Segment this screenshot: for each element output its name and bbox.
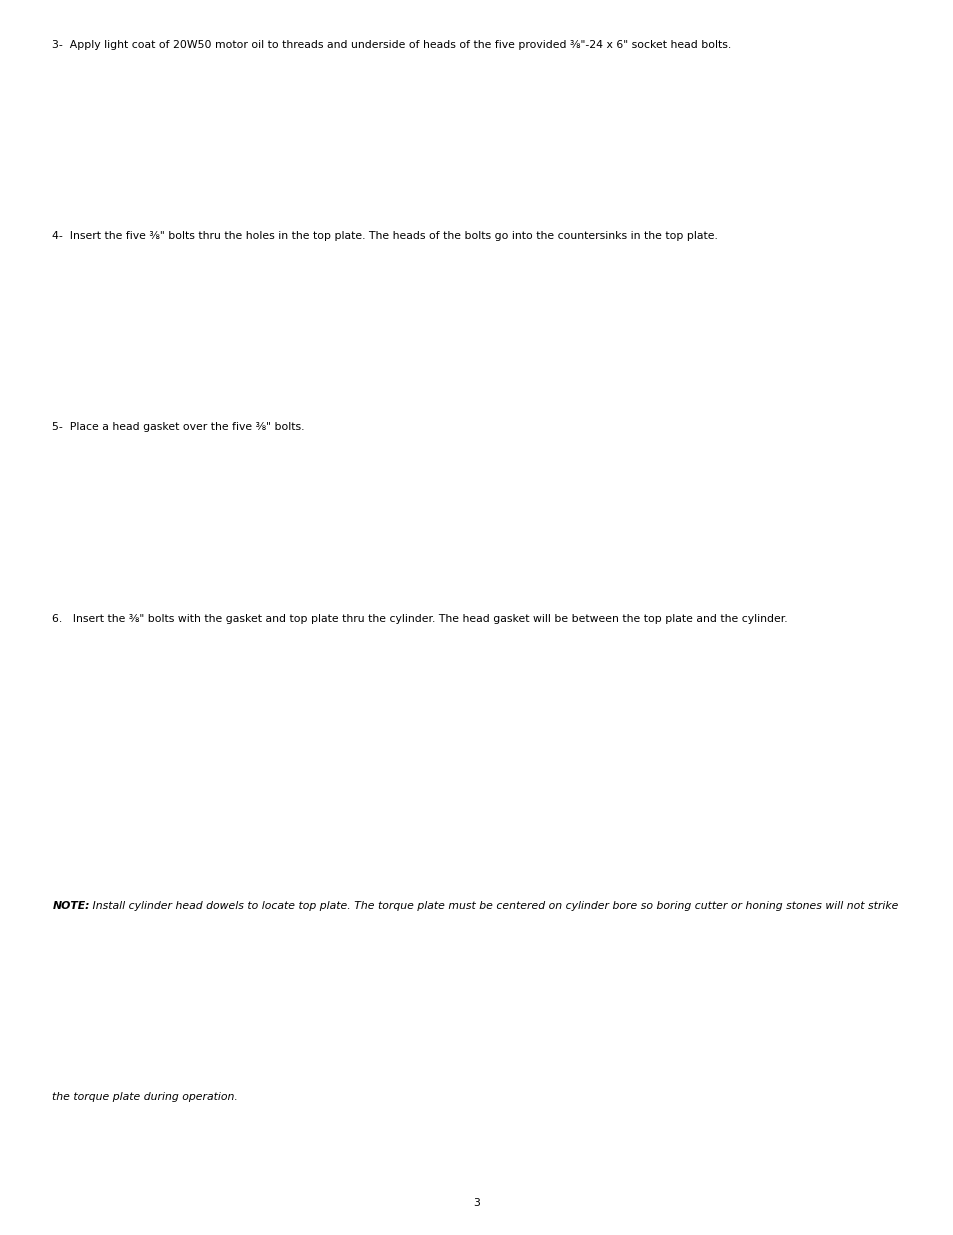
Text: 6.   Insert the ⅜" bolts with the gasket and top plate thru the cylinder. The he: 6. Insert the ⅜" bolts with the gasket a…	[52, 614, 787, 624]
Text: 5-  Place a head gasket over the five ⅜" bolts.: 5- Place a head gasket over the five ⅜" …	[52, 422, 305, 432]
Text: NOTE:: NOTE:	[52, 902, 90, 911]
Text: 3-  Apply light coat of 20W50 motor oil to threads and underside of heads of the: 3- Apply light coat of 20W50 motor oil t…	[52, 40, 731, 49]
Text: 3: 3	[473, 1198, 480, 1208]
Text: Install cylinder head dowels to locate top plate. The torque plate must be cente: Install cylinder head dowels to locate t…	[89, 902, 897, 911]
Text: the torque plate during operation.: the torque plate during operation.	[52, 1093, 238, 1103]
Text: 4-  Insert the five ⅜" bolts thru the holes in the top plate. The heads of the b: 4- Insert the five ⅜" bolts thru the hol…	[52, 231, 718, 241]
